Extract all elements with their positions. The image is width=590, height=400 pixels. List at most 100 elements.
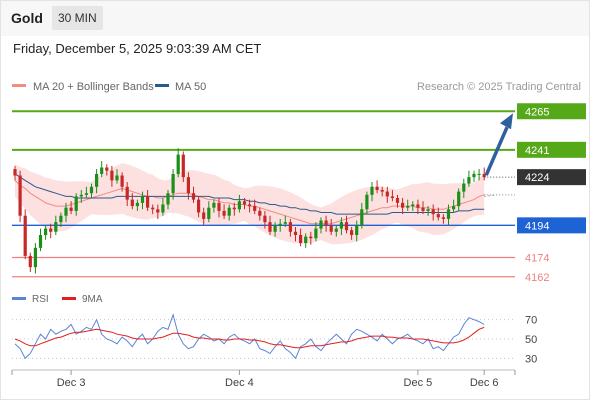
last-price-box: [517, 169, 586, 186]
candle-body: [115, 175, 119, 181]
candle-body: [18, 175, 22, 216]
rsi-line: [14, 313, 485, 360]
level-label-4241: 4241: [525, 145, 549, 157]
rsi-tick-label: 50: [525, 334, 537, 346]
legend: MA 20 + Bollinger Bands MA 50 Research ©…: [12, 81, 581, 93]
candle-body: [197, 199, 201, 213]
ma50-legend-label: MA 50: [175, 81, 206, 93]
candle-body: [299, 235, 303, 244]
rsi-ma-legend-swatch: [62, 297, 76, 300]
candle-body: [421, 207, 425, 211]
rsi-tick-label: 30: [525, 353, 537, 365]
candle-body: [105, 167, 109, 171]
chart-header-bar: Gold 30 MIN: [0, 0, 590, 36]
candle-body: [258, 210, 262, 216]
candle-body: [360, 209, 364, 226]
candle-body: [166, 193, 170, 205]
candle-body: [334, 228, 338, 232]
candle-body: [395, 198, 400, 203]
candle-body: [237, 201, 241, 210]
forecast-arrow-head: [500, 113, 513, 130]
last-price-label: 4224: [525, 172, 549, 184]
candle-body: [171, 173, 175, 194]
x-tick-label: Dec 3: [57, 377, 86, 389]
candle-body: [33, 247, 37, 268]
candle-body: [436, 214, 440, 218]
candle-body: [217, 202, 221, 211]
candle-body: [253, 206, 257, 211]
candle-body: [390, 196, 394, 199]
candle-body: [329, 225, 333, 232]
candle-body: [181, 154, 185, 178]
level-label-4162: 4162: [525, 272, 549, 284]
candle-body: [227, 207, 231, 216]
forecast-overlay: [484, 113, 513, 176]
candle-body: [84, 193, 88, 195]
candle-body: [125, 186, 129, 200]
candle-body: [54, 222, 58, 232]
candle-body: [176, 154, 180, 174]
candle-body: [472, 173, 476, 178]
candle-body: [273, 225, 277, 232]
rsi-legend: RSI 9MA: [12, 294, 103, 305]
candlesticks: [13, 148, 486, 274]
candle-body: [441, 217, 445, 219]
candle-body: [431, 209, 435, 215]
candle-body: [467, 177, 471, 184]
x-tick-label: Dec 6: [470, 377, 499, 389]
timeframe-badge[interactable]: 30 MIN: [52, 6, 103, 30]
candle-body: [309, 236, 313, 239]
price-levels: [12, 110, 515, 278]
candle-body: [263, 215, 267, 223]
level-labels: 4265 4241 4224 4194 4174 4162: [517, 103, 586, 284]
level-box-4265: [517, 103, 586, 120]
candle-body: [278, 223, 282, 226]
ma20-legend-label: MA 20 + Bollinger Bands: [33, 81, 154, 93]
candle-body: [79, 194, 83, 197]
candle-body: [401, 202, 405, 208]
rsi-ma-line: [14, 326, 485, 349]
level-box-4194: [517, 217, 586, 234]
level-label-4174: 4174: [525, 253, 549, 265]
candle-body: [28, 255, 32, 268]
candle-body: [350, 230, 354, 235]
candle-body: [248, 204, 252, 207]
ma20-legend-swatch: [12, 84, 26, 87]
candle-body: [146, 196, 150, 208]
candle-body: [74, 196, 78, 211]
candle-body: [446, 209, 451, 219]
candle-body: [89, 186, 94, 194]
candle-body: [406, 206, 410, 208]
candle-body: [222, 210, 226, 216]
ma50-legend-swatch: [155, 84, 169, 87]
candle-body: [426, 209, 430, 211]
candle-body: [304, 236, 308, 244]
candle-body: [23, 215, 27, 256]
candle-body: [385, 191, 389, 197]
candle-body: [120, 175, 124, 187]
candle-body: [151, 207, 155, 210]
candle-body: [49, 228, 53, 232]
candle-body: [44, 228, 48, 235]
candle-body: [319, 220, 323, 229]
candle-body: [130, 199, 134, 207]
rsi-panel: 70 50 30: [12, 313, 537, 365]
forecast-arrow-shaft: [484, 126, 509, 176]
candle-body: [186, 177, 190, 194]
candle-body: [191, 193, 196, 200]
instrument-title: Gold: [11, 10, 43, 26]
x-axis: Dec 3 Dec 4 Dec 5 Dec 6: [11, 369, 516, 389]
candle-body: [411, 204, 415, 207]
candle-body: [482, 173, 486, 178]
rsi-legend-label: RSI: [32, 294, 49, 305]
candle-body: [156, 209, 160, 213]
candle-body: [212, 202, 216, 208]
level-label-4265: 4265: [525, 106, 549, 118]
candle-body: [140, 196, 145, 203]
rsi-tick-label: 70: [525, 315, 537, 327]
candle-body: [38, 235, 43, 248]
candle-body: [161, 204, 165, 213]
candle-body: [314, 228, 318, 239]
research-credit: Research © 2025 Trading Central: [417, 81, 581, 93]
candle-body: [59, 215, 63, 223]
